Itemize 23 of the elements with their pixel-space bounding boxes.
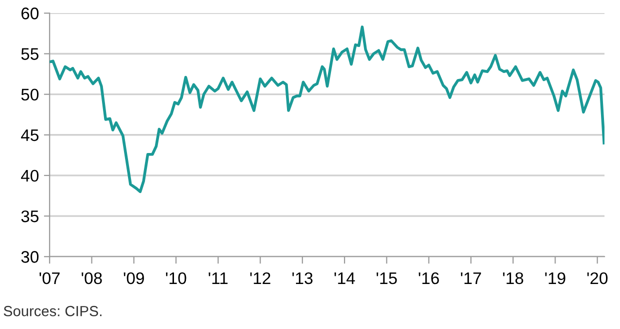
x-tick-label: '19 <box>545 272 566 284</box>
x-tick-label: '13 <box>292 272 313 284</box>
x-tick-label: '10 <box>166 272 186 284</box>
x-tick-label: '09 <box>124 272 144 284</box>
y-tick-label: 35 <box>21 210 38 222</box>
source-note: Sources: CIPS. <box>4 306 102 316</box>
x-tick-label: '14 <box>334 272 355 284</box>
x-tick-label: '17 <box>460 272 481 284</box>
x-tick-label: '12 <box>250 272 270 284</box>
y-tick-label: 50 <box>21 88 39 101</box>
y-tick-label: 30 <box>21 251 39 263</box>
y-tick-label: 45 <box>21 129 38 142</box>
x-tick-label: '20 <box>587 272 608 284</box>
y-tick-label: 60 <box>21 8 39 20</box>
x-tick-label: '11 <box>208 272 228 284</box>
y-tick-label: 55 <box>21 48 38 60</box>
x-tick-label: '15 <box>376 272 397 284</box>
x-tick-label: '08 <box>82 272 102 284</box>
x-tick-label: '18 <box>503 272 524 284</box>
y-tick-label: 40 <box>21 170 39 182</box>
line-series <box>50 26 604 194</box>
x-tick-label: '16 <box>418 272 439 284</box>
x-tick-label: '07 <box>40 272 60 284</box>
